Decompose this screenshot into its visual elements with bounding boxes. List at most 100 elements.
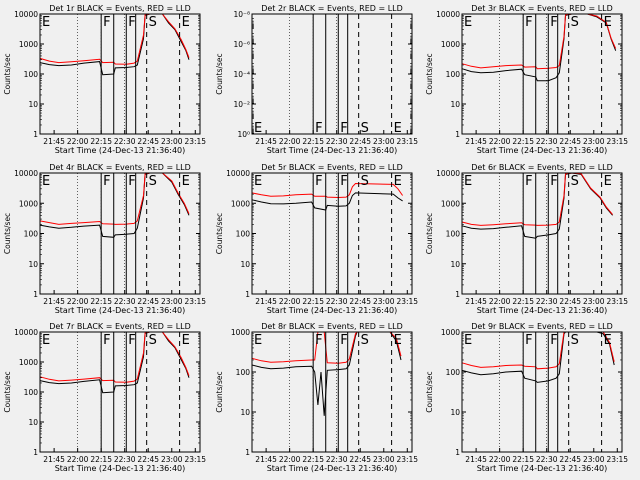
x-axis-label: Start Time (24-Dec-13 21:36:40) [477,464,608,473]
x-tick-label: 22:30 [536,297,558,306]
flag-letter: E [182,333,190,348]
flag-letter: F [525,333,532,348]
y-tick-label: 1000 [231,199,250,208]
flag-letter-start: E [254,333,262,348]
x-tick-label: 23:15 [396,297,418,306]
flag-letter: F [340,174,347,189]
y-axis-label: Counts/sec [425,53,434,94]
y-tick-label: 10 [28,100,38,109]
y-tick-label: 1000 [441,199,460,208]
x-tick-label: 23:15 [606,455,628,464]
x-tick-label: 22:00 [279,455,301,464]
x-tick-label: 21:45 [43,455,65,464]
flag-letter-start: E [42,333,50,348]
flag-letter: E [182,174,190,189]
y-tick-label: 1000 [19,199,38,208]
y-axis-label: Counts/sec [215,213,224,254]
flag-letter: E [394,174,402,189]
x-tick-label: 23:00 [161,137,183,146]
x-tick-label: 22:45 [137,137,159,146]
x-tick-label: 21:45 [255,455,277,464]
x-tick-label: 22:30 [536,137,558,146]
y-tick-label: 1 [455,130,460,139]
y-axis-label: Counts/sec [215,371,224,412]
flag-letter: F [550,174,557,189]
x-tick-label: 23:15 [184,455,206,464]
flag-letter-start: E [464,15,472,30]
flag-letter-start: E [464,174,472,189]
x-tick-label: 21:45 [43,137,65,146]
y-tick-label: 10⁻⁶ [233,40,250,49]
y-tick-label: 100 [236,368,251,377]
x-tick-label: 22:30 [326,455,348,464]
flag-letter: E [394,333,402,348]
series-lld-line [461,172,613,226]
x-tick-label: 22:30 [536,455,558,464]
flag-letter: E [182,15,190,30]
flag-letter: E [394,121,402,136]
x-tick-label: 23:00 [583,137,605,146]
x-tick-label: 22:30 [114,297,136,306]
flag-letter: F [128,333,135,348]
x-tick-label: 22:30 [326,137,348,146]
x-axis-label: Start Time (24-Dec-13 21:36:40) [267,464,398,473]
y-tick-label: 1 [245,290,250,299]
x-axis-label: Start Time (24-Dec-13 21:36:40) [477,146,608,155]
series-events-line [461,13,617,82]
series-lld-line [251,182,404,199]
flag-letter: F [525,174,532,189]
x-tick-label: 21:45 [465,137,487,146]
y-tick-label: 10 [450,260,460,269]
flag-letter-start: E [42,174,50,189]
y-axis-label: Counts/sec [215,53,224,94]
series-events-line [39,331,190,394]
y-tick-label: 100 [236,230,251,239]
series-lld-line [461,331,615,370]
x-tick-label: 23:00 [373,137,395,146]
x-tick-label: 22:45 [349,297,371,306]
flag-letter: E [604,333,612,348]
x-tick-label: 23:15 [396,455,418,464]
y-tick-label: 10000 [226,169,250,178]
x-axis-label: Start Time (24-Dec-13 21:36:40) [267,146,398,155]
x-tick-label: 23:15 [396,137,418,146]
flag-letter: F [315,174,322,189]
x-axis-label: Start Time (24-Dec-13 21:36:40) [267,306,398,315]
y-tick-label: 10⁻⁴ [233,70,250,79]
x-tick-label: 22:45 [349,137,371,146]
x-tick-label: 23:00 [583,297,605,306]
x-tick-label: 22:15 [512,297,534,306]
y-tick-label: 1 [455,290,460,299]
x-tick-label: 22:00 [279,137,301,146]
series-events-line [39,13,190,76]
x-tick-label: 22:15 [90,137,112,146]
flag-letter: F [128,15,135,30]
flag-letter: S [149,333,157,348]
x-tick-label: 22:15 [302,455,324,464]
y-tick-label: 1000 [441,328,460,337]
panel-title: Det 5r BLACK = Events, RED = LLD [261,163,403,172]
x-tick-label: 22:00 [489,297,511,306]
x-tick-label: 22:45 [559,455,581,464]
y-tick-label: 1000 [19,40,38,49]
flag-letter: S [361,121,369,136]
flag-letter: E [604,15,612,30]
y-tick-label: 1 [455,448,460,457]
x-axis-label: Start Time (24-Dec-13 21:36:40) [477,306,608,315]
y-tick-label: 10 [28,418,38,427]
x-tick-label: 22:30 [114,455,136,464]
axes-frame [461,331,623,453]
x-tick-label: 22:15 [90,455,112,464]
x-tick-label: 23:00 [161,297,183,306]
y-tick-label: 1 [33,130,38,139]
series-events-line [461,172,613,239]
x-tick-label: 22:30 [114,137,136,146]
y-tick-label: 10⁻⁸ [233,10,250,19]
flag-letter-start: E [464,333,472,348]
